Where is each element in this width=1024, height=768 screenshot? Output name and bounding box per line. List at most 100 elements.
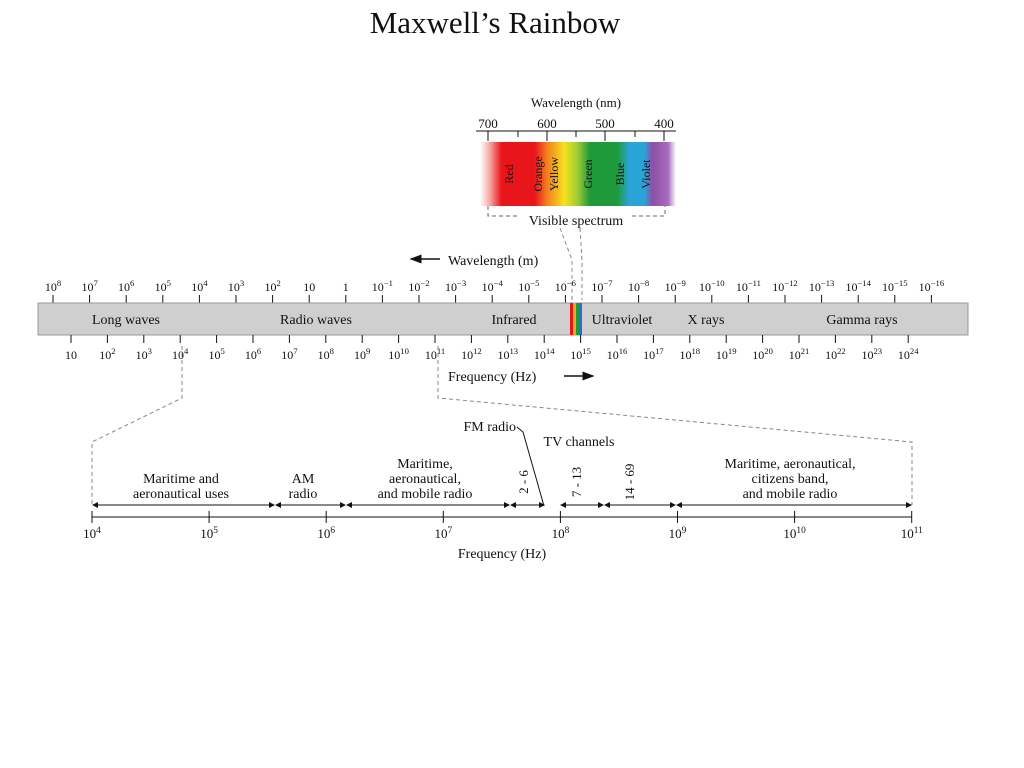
spectrum-band-bar [37, 302, 969, 336]
visible-band-violet: Violet [639, 159, 653, 189]
region-x-rays: X rays [688, 313, 725, 328]
frequency-tick-label: 1019 [716, 346, 737, 362]
fm-radio-label: FM radio [464, 420, 517, 435]
frequency-tick-label: 1010 [388, 346, 409, 362]
visible-tick-label: 600 [537, 116, 557, 131]
wavelength-tick-label: 105 [155, 278, 171, 294]
frequency-hz-label: Frequency (Hz) [448, 370, 537, 385]
wavelength-tick-label: 10−10 [699, 278, 725, 294]
wavelength-tick-label: 10−14 [845, 278, 871, 294]
tv-channel-band: 14 - 69 [622, 464, 637, 501]
frequency-tick-label: 1024 [898, 346, 919, 362]
frequency-tick-label: 1022 [825, 346, 846, 362]
visible-band-orange: Orange [531, 156, 545, 191]
radio-detail: FM radio TV channels Maritime andaeronau… [83, 420, 923, 562]
region-radio-waves: Radio waves [280, 313, 352, 328]
radio-tick-label: 1010 [783, 526, 806, 541]
visible-band-blue: Blue [613, 163, 627, 186]
main-spectrum: Wavelength (m) 108 107 106 105 104 103 102 10 1 1… [37, 254, 969, 505]
frequency-tick-label: 1018 [679, 346, 700, 362]
radio-band-label: Maritime, [397, 457, 453, 472]
wavelength-tick-label: 107 [81, 278, 98, 294]
wavelength-tick-label: 10−11 [736, 278, 761, 294]
radio-band-label: Maritime, aeronautical, [725, 457, 856, 472]
slide-title: Maxwell’s Rainbow [369, 5, 621, 40]
frequency-tick-label: 108 [318, 346, 334, 362]
visible-band-red: Red [502, 164, 516, 183]
visible-spectrum-caption: Visible spectrum [529, 214, 624, 229]
wavelength-tick-label: 10−16 [919, 278, 945, 294]
tv-channel-band: 2 - 6 [516, 470, 531, 494]
wavelength-m-label: Wavelength (m) [448, 254, 539, 269]
frequency-tick-label: 106 [245, 346, 262, 362]
radio-zoom-connector-right [437, 346, 913, 505]
frequency-tick-label: 104 [172, 346, 189, 362]
frequency-tick-label: 10 [65, 348, 77, 362]
radio-tick-label: 107 [434, 526, 452, 541]
visible-tick-label: 400 [654, 116, 674, 131]
wavelength-tick-label: 10−6 [555, 278, 577, 294]
visible-band-yellow: Yellow [547, 157, 561, 191]
radio-band-label: and mobile radio [378, 487, 473, 502]
visible-strip-blue [579, 303, 582, 335]
frequency-tick-label: 1011 [425, 346, 445, 362]
frequency-tick-label: 1017 [643, 346, 664, 362]
visible-strip-green [576, 303, 579, 335]
radio-zoom-connector-left [91, 346, 183, 505]
frequency-tick-label: 109 [354, 346, 370, 362]
radio-band-label: AM [292, 472, 315, 487]
frequency-tick-label: 1021 [789, 346, 810, 362]
frequency-tick-label: 102 [99, 346, 115, 362]
radio-tick-label: 105 [200, 526, 218, 541]
visible-strip-yellow [573, 303, 576, 335]
radio-frequency-ticks: 104 105 106 107 108 109 1010 1011 [83, 511, 923, 541]
region-labels: Long waves Radio waves Infrared Ultraviolet… [92, 313, 898, 328]
visible-connector-right [579, 227, 583, 300]
radio-tick-label: 106 [317, 526, 335, 541]
wavelength-tick-label: 103 [228, 278, 244, 294]
wavelength-ticks: 108 107 106 105 104 103 102 10 1 10−1 10−2 10−3 10−4… [45, 278, 945, 303]
tv-channels-label: TV channels [544, 435, 615, 450]
wavelength-tick-label: 10−3 [445, 278, 466, 294]
frequency-tick-label: 1014 [534, 346, 555, 362]
radio-frequency-label: Frequency (Hz) [458, 547, 547, 562]
wavelength-tick-label: 10−12 [772, 278, 798, 294]
frequency-tick-label: 1016 [607, 346, 628, 362]
radio-tick-label: 109 [669, 526, 687, 541]
visible-tick-label: 500 [595, 116, 615, 131]
radio-tick-label: 104 [83, 526, 101, 541]
frequency-tick-label: 1023 [861, 346, 882, 362]
region-infrared: Infrared [491, 313, 536, 328]
radio-band-label: radio [289, 487, 318, 502]
visible-strip-red [570, 303, 573, 335]
wavelength-tick-label: 102 [264, 278, 280, 294]
region-ultraviolet: Ultraviolet [592, 313, 653, 328]
radio-band-label: aeronautical uses [133, 487, 229, 502]
frequency-tick-label: 1020 [752, 346, 773, 362]
radio-tick-label: 108 [552, 526, 570, 541]
wavelength-tick-label: 10−9 [665, 278, 686, 294]
frequency-tick-label: 105 [208, 346, 224, 362]
visible-spectrum-inset: Wavelength (nm) 700 600 500 400 Red Orange Ye… [476, 95, 676, 300]
wavelength-tick-label: 104 [191, 278, 208, 294]
frequency-ticks: 10 102 103 104 105 106 107 108 109 1010 1011 1012 10… [65, 335, 919, 362]
visible-tick-label: 700 [478, 116, 498, 131]
frequency-tick-label: 1015 [570, 346, 591, 362]
wavelength-tick-label: 10 [303, 280, 315, 294]
visible-wavelength-label: Wavelength (nm) [531, 95, 621, 110]
wavelength-tick-label: 10−7 [591, 278, 613, 294]
wavelength-tick-label: 10−1 [372, 278, 393, 294]
wavelength-tick-label: 10−2 [408, 278, 429, 294]
radio-band-label: citizens band, [752, 472, 829, 487]
visible-spectrum-bar [480, 142, 676, 206]
wavelength-tick-label: 10−13 [809, 278, 835, 294]
wavelength-tick-label: 1 [343, 280, 349, 294]
wavelength-tick-label: 10−8 [628, 278, 649, 294]
wavelength-tick-label: 108 [45, 278, 61, 294]
region-gamma-rays: Gamma rays [826, 313, 897, 328]
visible-bracket [487, 206, 666, 217]
wavelength-tick-label: 10−4 [482, 278, 504, 294]
fm-radio-pointer [516, 426, 545, 507]
wavelength-tick-label: 106 [118, 278, 135, 294]
